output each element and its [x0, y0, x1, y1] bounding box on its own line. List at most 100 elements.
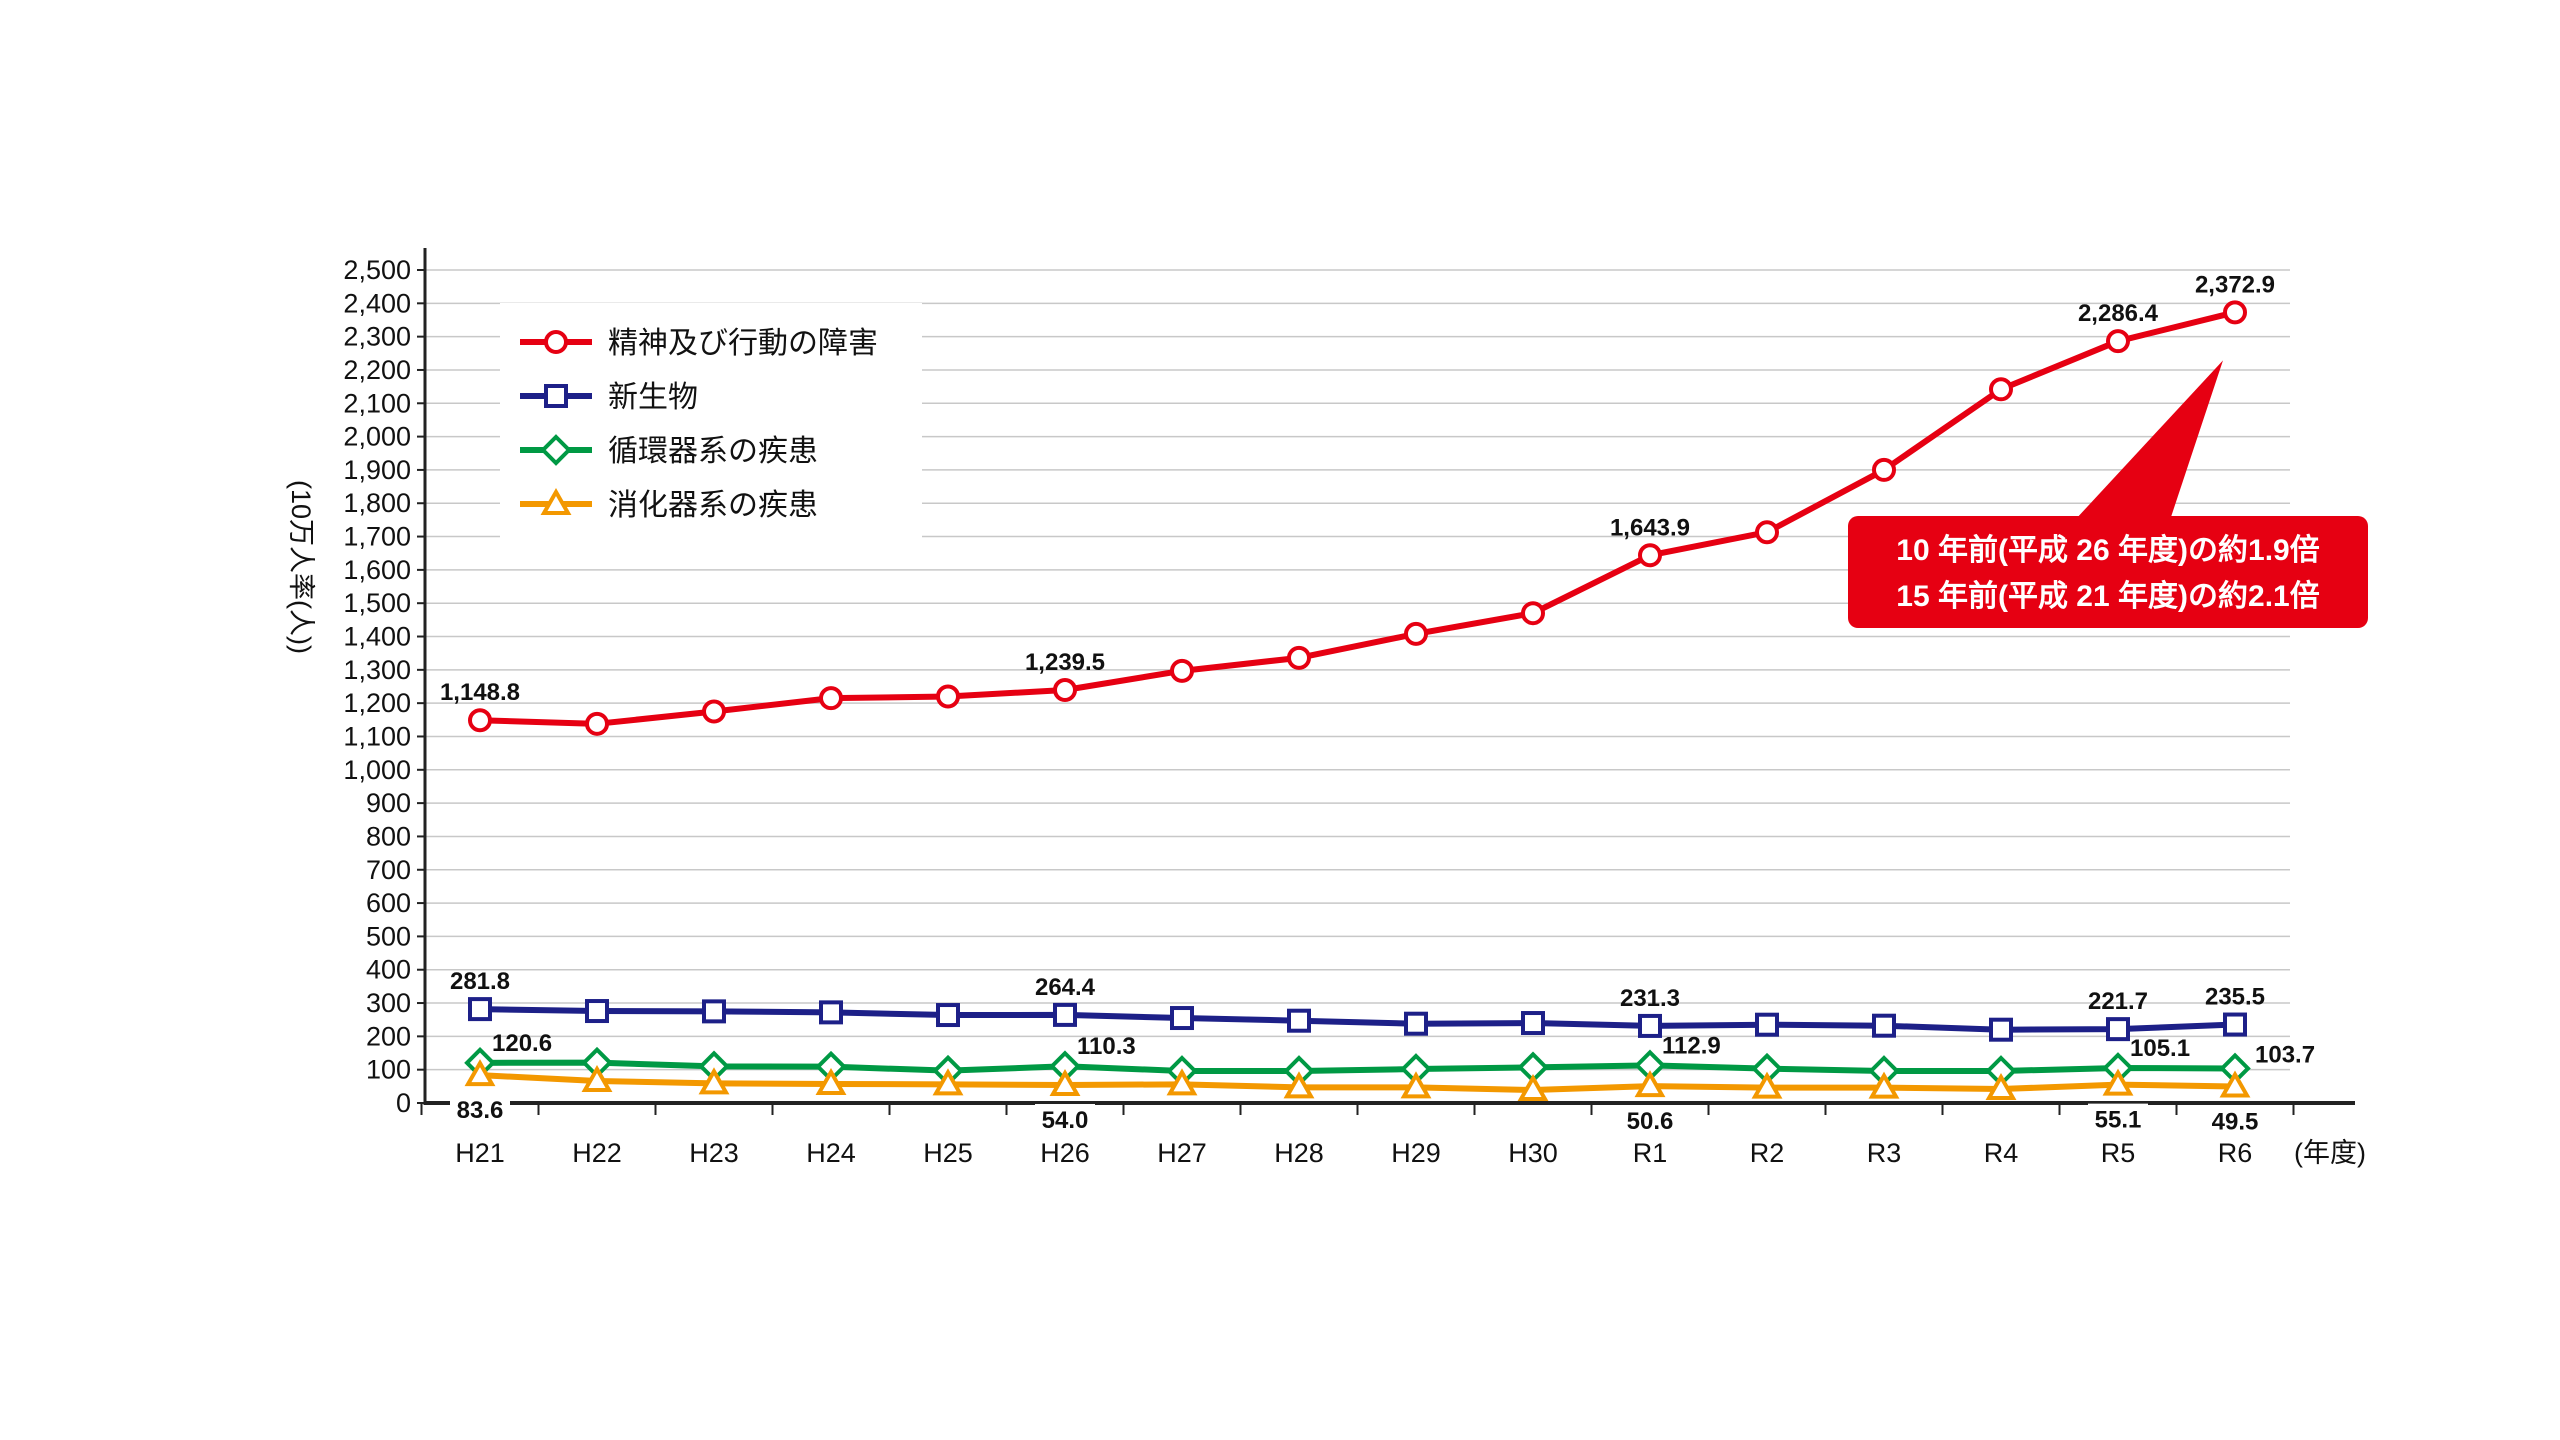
x-tick-label: H21 [455, 1138, 505, 1168]
x-tick-label: R1 [1633, 1138, 1668, 1168]
y-tick-label: 900 [366, 788, 411, 818]
series-1 [468, 997, 2247, 1042]
legend-label: 精神及び行動の障害 [608, 327, 878, 360]
data-point [819, 1000, 843, 1025]
data-point [1989, 377, 2013, 402]
data-label: 54.0 [1042, 1107, 1089, 1134]
data-point [1634, 1070, 1666, 1098]
data-label: 1,239.5 [1025, 649, 1105, 676]
data-point [698, 1067, 730, 1095]
legend-marker [540, 487, 572, 515]
callout-line: 15 年前(平成 21 年度)の約2.1倍 [1896, 579, 2319, 613]
legend-marker [544, 384, 568, 408]
callout: 10 年前(平成 26 年度)の約1.9倍 15 年前(平成 21 年度)の約2.… [1848, 360, 2368, 628]
data-point [1404, 1011, 1428, 1036]
x-tick-label: R6 [2218, 1138, 2253, 1168]
data-label-bg [2088, 1103, 2148, 1134]
x-tick-label: H27 [1157, 1138, 1207, 1168]
data-point [936, 1003, 960, 1028]
x-tick-label: H25 [923, 1138, 973, 1168]
data-point [1521, 1011, 1545, 1036]
series-line [479, 1072, 2236, 1094]
data-point [1751, 1071, 1783, 1099]
data-label: 110.3 [1077, 1033, 1136, 1060]
data-point [2223, 1012, 2247, 1037]
y-tick-label: 800 [366, 821, 411, 851]
data-point [2106, 1017, 2130, 1042]
series-2 [464, 1046, 2251, 1087]
data-point [1170, 1006, 1194, 1031]
data-point [1872, 457, 1896, 482]
data-point [1872, 1013, 1896, 1038]
x-tick-label: H30 [1508, 1138, 1558, 1168]
data-point [1400, 1071, 1432, 1099]
data-point [1053, 677, 1077, 702]
x-tick-label: R2 [1750, 1138, 1785, 1168]
y-tick-label: 200 [366, 1021, 411, 1051]
y-tick-label: 2,100 [343, 388, 411, 418]
data-point [1638, 1013, 1662, 1038]
data-point [1755, 520, 1779, 545]
data-point [581, 1064, 613, 1093]
data-point [2106, 329, 2130, 354]
data-label: 105.1 [2130, 1035, 2190, 1062]
data-label: 2,286.4 [2078, 300, 2159, 327]
data-label: 281.8 [450, 968, 510, 995]
data-point [1287, 645, 1311, 670]
data-point [932, 1068, 964, 1096]
data-label-bg [450, 1094, 510, 1125]
data-point [1638, 543, 1662, 568]
data-point [1404, 621, 1428, 646]
y-tick-label: 1,900 [343, 455, 411, 485]
grid-lines [425, 269, 2290, 1071]
data-point [1517, 1073, 1549, 1102]
legend-label: 循環器系の疾患 [608, 435, 818, 468]
x-tick-label: H28 [1274, 1138, 1324, 1168]
series-line [479, 1006, 2236, 1033]
legend-marker [540, 434, 572, 466]
x-tick-label: H23 [689, 1138, 739, 1168]
data-label: 103.7 [2255, 1041, 2315, 1068]
y-tick-label: 1,000 [343, 755, 411, 785]
y-tick-label: 700 [366, 855, 411, 885]
data-label: 49.5 [2212, 1109, 2259, 1136]
data-point [1166, 1068, 1198, 1096]
data-label: 1,643.9 [1610, 514, 1690, 541]
data-point [2223, 300, 2247, 325]
data-point [2219, 1070, 2251, 1098]
series-line [479, 1059, 2236, 1075]
data-point [585, 999, 609, 1024]
series-3 [464, 1059, 2251, 1102]
y-tick-label: 2,300 [343, 322, 411, 352]
y-axis-label: (10万人率(人)) [286, 480, 316, 654]
callout-pointer [2075, 360, 2223, 520]
y-tick-label: 500 [366, 921, 411, 951]
data-point [702, 699, 726, 724]
data-labels: 1,148.8 1,239.5 1,643.9 2,286.4 2,372.9 281.8… [440, 271, 2315, 1136]
y-tick-label: 1,300 [343, 655, 411, 685]
y-tick-label: 1,800 [343, 488, 411, 518]
y-tick-label: 600 [366, 888, 411, 918]
x-tick-label: R3 [1867, 1138, 1902, 1168]
y-tick-label: 2,500 [343, 255, 411, 285]
legend-label: 新生物 [608, 381, 698, 414]
data-label: 231.3 [1620, 985, 1680, 1012]
x-tick-label: H26 [1040, 1138, 1090, 1168]
y-tick-label: 300 [366, 988, 411, 1018]
callout-line: 10 年前(平成 26 年度)の約1.9倍 [1896, 533, 2319, 567]
data-point [1170, 658, 1194, 683]
data-point [468, 708, 492, 733]
data-label: 50.6 [1627, 1108, 1674, 1135]
data-label: 55.1 [2095, 1107, 2142, 1134]
data-label-bg [1035, 1104, 1095, 1135]
data-point [819, 686, 843, 711]
data-label: 2,372.9 [2195, 271, 2275, 298]
y-tick-label: 2,200 [343, 355, 411, 385]
data-point [936, 684, 960, 709]
y-tick-label: 1,700 [343, 522, 411, 552]
data-label: 221.7 [2088, 988, 2148, 1015]
data-point [1521, 601, 1545, 626]
y-tick-label: 1,500 [343, 588, 411, 618]
data-point [1049, 1068, 1081, 1097]
